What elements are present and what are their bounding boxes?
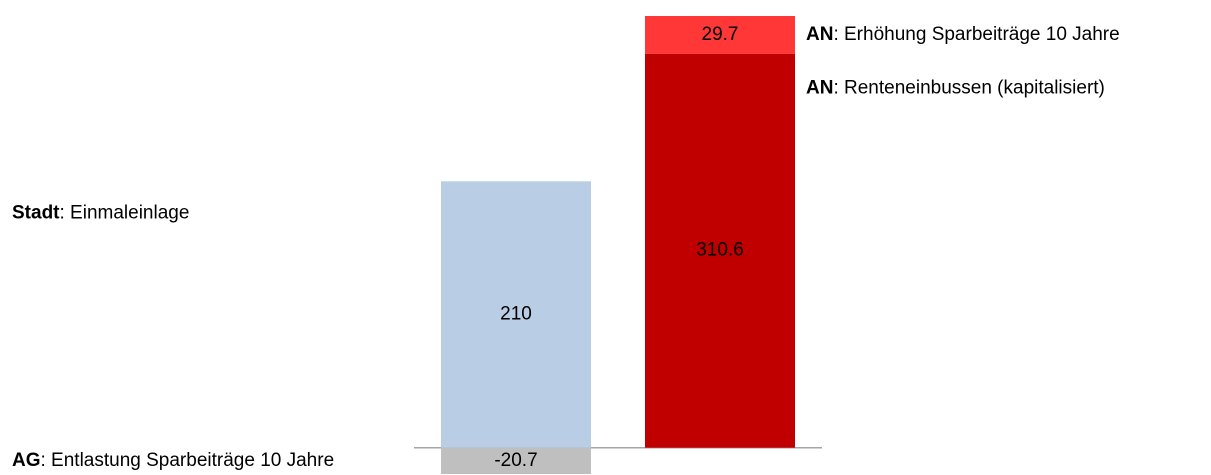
bar-segment xyxy=(645,53,795,448)
value-label: 210 xyxy=(500,304,532,325)
legend-label: AN: Renteneinbussen (kapitalisiert) xyxy=(806,78,1105,99)
legend-label-rest: : Entlastung Sparbeiträge 10 Jahre xyxy=(41,450,335,471)
legend-label: AG: Entlastung Sparbeiträge 10 Jahre xyxy=(12,450,334,471)
value-label: 29.7 xyxy=(702,24,739,45)
legend-label-rest: : Renteneinbussen (kapitalisiert) xyxy=(833,78,1104,99)
bar-segment xyxy=(441,447,591,474)
legend-label-rest: : Erhöhung Sparbeiträge 10 Jahre xyxy=(833,24,1119,45)
legend-label: AN: Erhöhung Sparbeiträge 10 Jahre xyxy=(806,24,1120,45)
legend-label: Stadt: Einmaleinlage xyxy=(12,202,189,223)
legend-label-bold: AN xyxy=(806,78,833,99)
bar-segment xyxy=(645,16,795,54)
legend-label-rest: : Einmaleinlage xyxy=(60,202,190,223)
value-label: -20.7 xyxy=(494,450,537,471)
legend-label-bold: Stadt xyxy=(12,202,60,223)
legend-label-bold: AN xyxy=(806,24,833,45)
bar-segment xyxy=(441,181,591,448)
value-label: 310.6 xyxy=(696,240,744,261)
legend-label-bold: AG xyxy=(12,450,41,471)
